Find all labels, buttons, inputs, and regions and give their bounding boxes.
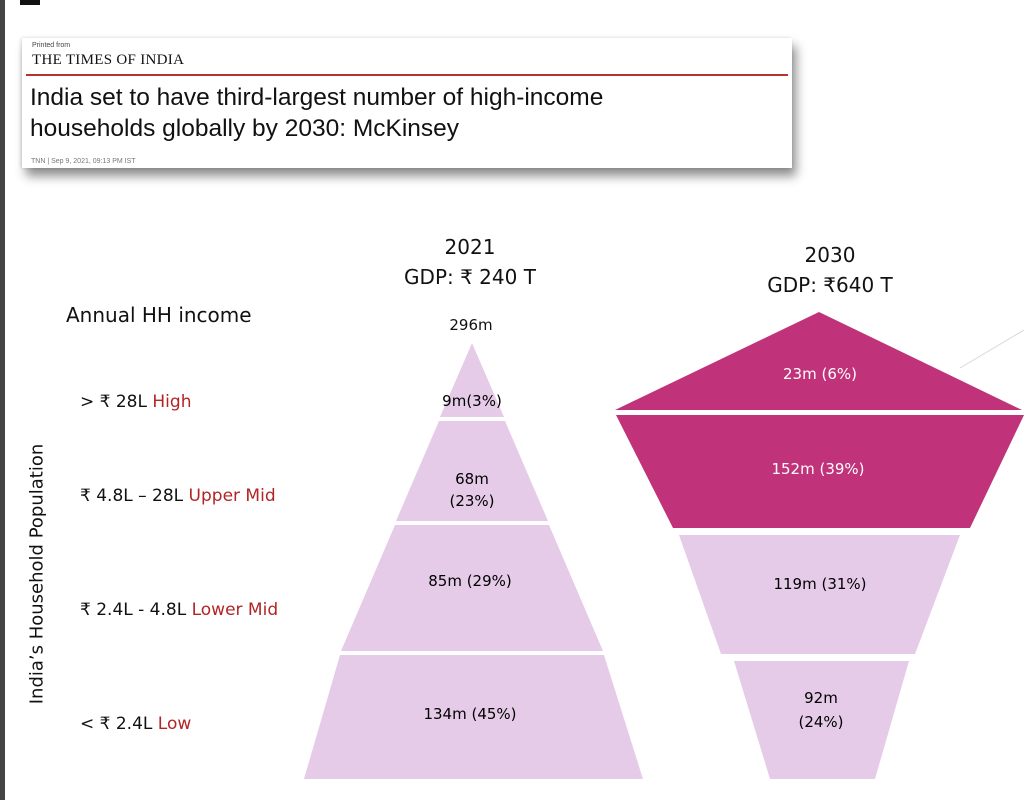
seg-2021-high-label: 9m(3%) [442, 392, 502, 410]
printed-from-label: Printed from [32, 42, 71, 49]
band-range: > ₹ 28L [80, 392, 147, 412]
band-label-high: > ₹ 28L High [80, 392, 191, 412]
band-tag: Low [157, 714, 192, 734]
left-edge-bar [0, 0, 5, 800]
seg-2030-low-label-2: (24%) [798, 713, 843, 731]
year-2021-header: 2021 GDP: ₹ 240 T [380, 232, 560, 292]
headline-line-1: India set to have third-largest number o… [30, 84, 604, 111]
band-label-low: < ₹ 2.4L Low [80, 714, 191, 734]
band-tag: Upper Mid [188, 486, 276, 506]
gdp-2021-label: GDP: ₹ 240 T [404, 265, 536, 289]
pyramid-2021-segment-low [304, 655, 643, 779]
news-clipping: Printed from THE TIMES OF INDIA India se… [22, 38, 792, 168]
band-tag: High [152, 392, 192, 412]
headline-line-2: households globally by 2030: McKinsey [30, 115, 460, 142]
funnel-2030-segment-lower-mid [679, 535, 960, 654]
top-corner-mark [20, 0, 40, 5]
news-headline: India set to have third-largest number o… [30, 82, 785, 144]
funnel-2030-segment-high [615, 312, 1022, 410]
band-range: ₹ 2.4L - 4.8L [80, 600, 187, 620]
seg-2021-lower-mid-label: 85m (29%) [428, 572, 512, 590]
seg-2030-high-label: 23m (6%) [783, 365, 857, 383]
news-byline: TNN | Sep 9, 2021, 09:13 PM IST [31, 158, 136, 165]
funnel-2030-segment-low [734, 661, 909, 779]
pyramid-2021-segment-high [440, 343, 504, 417]
band-label-upper-mid: ₹ 4.8L – 28L Upper Mid [80, 486, 276, 506]
connector-line [959, 329, 1024, 369]
band-tag: Lower Mid [191, 600, 279, 620]
total-2021-label: 296m [449, 316, 493, 334]
band-range: ₹ 4.8L – 28L [80, 486, 184, 506]
funnel-2030-segment-upper-mid [616, 415, 1024, 528]
band-label-lower-mid: ₹ 2.4L - 4.8L Lower Mid [80, 600, 278, 620]
pyramid-2021-segment-lower-mid [341, 525, 603, 651]
masthead-rule [26, 74, 788, 76]
seg-2030-low-label-1: 92m [804, 689, 838, 707]
band-range: < ₹ 2.4L [80, 714, 153, 734]
annual-hh-income-label: Annual HH income [66, 303, 252, 327]
year-2021-label: 2021 [444, 235, 496, 259]
seg-2021-upper-mid-label-1: 68m [455, 470, 489, 488]
gdp-2030-label: GDP: ₹640 T [767, 273, 893, 297]
seg-2021-upper-mid-label-2: (23%) [449, 492, 494, 510]
seg-2030-upper-mid-label: 152m (39%) [771, 460, 864, 478]
seg-2021-low-label: 134m (45%) [423, 705, 516, 723]
year-2030-label: 2030 [804, 243, 856, 267]
newspaper-masthead: THE TIMES OF INDIA [32, 52, 185, 68]
pyramid-2021-segment-upper-mid [396, 421, 548, 521]
year-2030-header: 2030 GDP: ₹640 T [720, 240, 940, 300]
seg-2030-lower-mid-label: 119m (31%) [773, 575, 866, 593]
